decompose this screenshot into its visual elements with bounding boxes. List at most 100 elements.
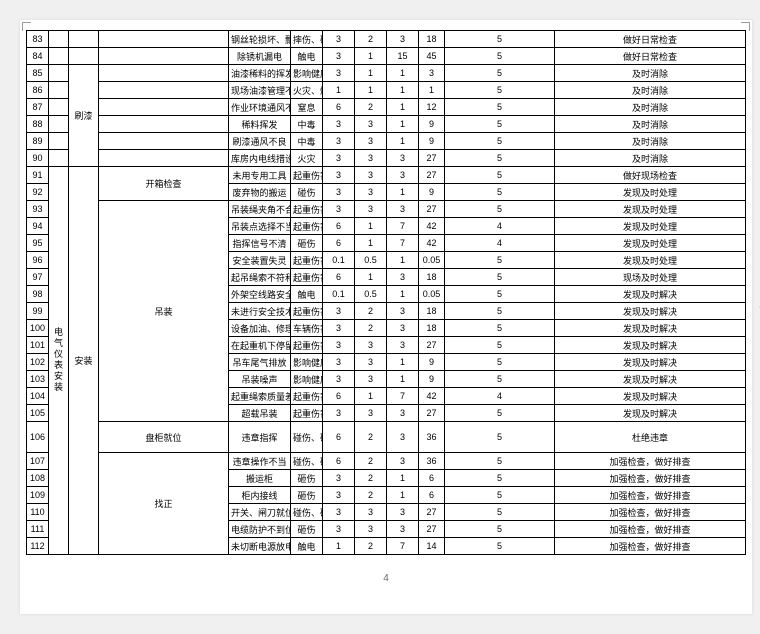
corner-mark [22, 22, 31, 31]
val-g: 5 [445, 99, 555, 116]
cell-empty [69, 31, 99, 48]
row-number: 83 [27, 31, 49, 48]
val-f: 9 [419, 354, 445, 371]
table-row: 91电气仪表安装安装开箱检查未用专用工具起重伤害333275做好现场检查 [27, 167, 746, 184]
val-g: 4 [445, 388, 555, 405]
val-g: 5 [445, 405, 555, 422]
val-a: 3 [323, 405, 355, 422]
val-b: 3 [355, 167, 387, 184]
val-a: 3 [323, 521, 355, 538]
val-a: 0.1 [323, 252, 355, 269]
row-number: 87 [27, 99, 49, 116]
row-number: 107 [27, 453, 49, 470]
category-level2: 安装 [69, 167, 99, 555]
effect: 碰伤、砸伤 [291, 422, 323, 453]
val-f: 27 [419, 405, 445, 422]
desc: 柜内接线 [229, 487, 291, 504]
val-a: 6 [323, 235, 355, 252]
cell-empty [99, 116, 229, 133]
measure: 发现及时处理 [555, 235, 746, 252]
val-f: 27 [419, 167, 445, 184]
category-level3: 开箱检查 [99, 167, 229, 201]
val-c: 1 [387, 133, 419, 150]
row-number: 97 [27, 269, 49, 286]
measure: 发现及时解决 [555, 354, 746, 371]
measure: 现场及时处理 [555, 269, 746, 286]
row-number: 110 [27, 504, 49, 521]
val-b: 2 [355, 99, 387, 116]
table-row: 89刷漆通风不良中毒33195及时消除 [27, 133, 746, 150]
val-a: 0.1 [323, 286, 355, 303]
val-g: 5 [445, 65, 555, 82]
measure: 发现及时解决 [555, 371, 746, 388]
effect: 起重伤害 [291, 252, 323, 269]
val-c: 1 [387, 99, 419, 116]
desc: 稀料挥发 [229, 116, 291, 133]
cell-empty [99, 48, 229, 65]
val-a: 6 [323, 388, 355, 405]
effect: 起重伤害 [291, 269, 323, 286]
measure: 做好日常检查 [555, 48, 746, 65]
desc: 在起重机下停留 [229, 337, 291, 354]
category-level3: 找正 [99, 453, 229, 555]
cell-empty [49, 65, 69, 82]
table-row: 93吊装吊装绳夹角不合适起重伤害333275发现及时处理 [27, 201, 746, 218]
val-a: 6 [323, 269, 355, 286]
measure: 发现及时解决 [555, 388, 746, 405]
effect: 碰伤 [291, 184, 323, 201]
val-c: 15 [387, 48, 419, 65]
val-c: 1 [387, 184, 419, 201]
measure: 发现及时处理 [555, 252, 746, 269]
val-b: 3 [355, 133, 387, 150]
measure: 及时消除 [555, 133, 746, 150]
row-number: 93 [27, 201, 49, 218]
val-c: 3 [387, 303, 419, 320]
row-number: 96 [27, 252, 49, 269]
cell-empty [99, 65, 229, 82]
val-a: 3 [323, 48, 355, 65]
effect: 火灾、爆炸 [291, 82, 323, 99]
val-b: 0.5 [355, 252, 387, 269]
val-b: 2 [355, 487, 387, 504]
desc: 库房内电线措设不规范 [229, 150, 291, 167]
val-g: 5 [445, 422, 555, 453]
desc: 起吊绳索不符和安全要求 [229, 269, 291, 286]
desc: 吊车尾气排放 [229, 354, 291, 371]
effect: 砸伤 [291, 235, 323, 252]
val-b: 1 [355, 48, 387, 65]
val-g: 5 [445, 470, 555, 487]
val-f: 9 [419, 133, 445, 150]
val-f: 27 [419, 504, 445, 521]
val-c: 3 [387, 453, 419, 470]
desc: 开关、闸刀就位 [229, 504, 291, 521]
val-c: 3 [387, 405, 419, 422]
val-c: 1 [387, 487, 419, 504]
val-a: 3 [323, 320, 355, 337]
val-b: 1 [355, 82, 387, 99]
val-b: 3 [355, 521, 387, 538]
table-row: 86现场油漆管理不当火灾、爆炸11115及时消除 [27, 82, 746, 99]
val-g: 5 [445, 371, 555, 388]
val-g: 5 [445, 504, 555, 521]
val-b: 3 [355, 201, 387, 218]
val-b: 2 [355, 422, 387, 453]
val-c: 3 [387, 167, 419, 184]
val-c: 3 [387, 31, 419, 48]
val-g: 5 [445, 252, 555, 269]
row-number: 94 [27, 218, 49, 235]
row-number: 112 [27, 538, 49, 555]
table-row: 87作业环境通风不良窒息621125及时消除 [27, 99, 746, 116]
cell-empty [99, 31, 229, 48]
val-f: 42 [419, 235, 445, 252]
row-number: 84 [27, 48, 49, 65]
measure: 及时消除 [555, 82, 746, 99]
val-a: 3 [323, 354, 355, 371]
val-b: 2 [355, 303, 387, 320]
val-c: 1 [387, 82, 419, 99]
cell-empty [99, 99, 229, 116]
val-g: 5 [445, 82, 555, 99]
val-c: 1 [387, 354, 419, 371]
val-b: 1 [355, 388, 387, 405]
val-f: 12 [419, 99, 445, 116]
row-number: 85 [27, 65, 49, 82]
